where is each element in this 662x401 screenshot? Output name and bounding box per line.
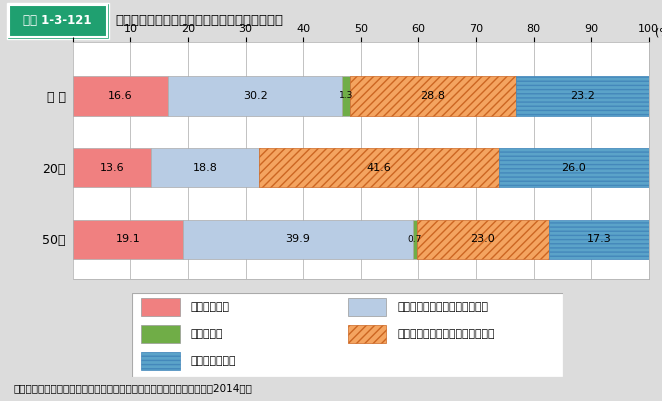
Bar: [416, 220, 549, 259]
Text: 23.0: 23.0: [471, 234, 495, 244]
Bar: [73, 76, 168, 115]
Text: どちらかといえば不安を感じる: どちらかといえば不安を感じる: [397, 302, 488, 312]
Bar: [499, 148, 649, 187]
Text: 住んでいる地域の将来に不安を感じる人の割合: 住んでいる地域の将来に不安を感じる人の割合: [116, 14, 284, 27]
Text: わからない: わからない: [191, 329, 223, 339]
Bar: [350, 76, 516, 115]
Text: 不安を感じる: 不安を感じる: [191, 302, 230, 312]
Text: 18.8: 18.8: [193, 162, 218, 172]
FancyBboxPatch shape: [7, 3, 109, 39]
Text: 図表 1-3-121: 図表 1-3-121: [23, 14, 92, 27]
Bar: [516, 76, 649, 115]
Text: 16.6: 16.6: [109, 91, 133, 101]
Text: 23.2: 23.2: [570, 91, 595, 101]
Text: 13.6: 13.6: [100, 162, 124, 172]
Text: どちらかといえば不安を感じない: どちらかといえば不安を感じない: [397, 329, 495, 339]
Text: 28.8: 28.8: [420, 91, 446, 101]
Text: 39.9: 39.9: [285, 234, 310, 244]
FancyBboxPatch shape: [132, 293, 563, 377]
FancyBboxPatch shape: [141, 352, 180, 370]
Text: (%): (%): [655, 27, 662, 37]
Text: 不安を感じない: 不安を感じない: [191, 356, 236, 366]
Bar: [549, 220, 649, 259]
FancyBboxPatch shape: [141, 325, 180, 343]
Text: 19.1: 19.1: [115, 234, 140, 244]
Text: 26.0: 26.0: [561, 162, 587, 172]
Bar: [260, 148, 499, 187]
Bar: [342, 76, 350, 115]
Bar: [168, 76, 342, 115]
Bar: [73, 220, 183, 259]
Text: 0.7: 0.7: [407, 235, 422, 244]
Bar: [412, 220, 416, 259]
Bar: [73, 148, 151, 187]
FancyBboxPatch shape: [348, 325, 387, 343]
Text: 30.2: 30.2: [243, 91, 267, 101]
Bar: [183, 220, 412, 259]
Text: 1.3: 1.3: [339, 91, 354, 100]
Text: 資料：内閣府「人口、経済社会等の日本の将来像に関する世論調査」（2014年）: 資料：内閣府「人口、経済社会等の日本の将来像に関する世論調査」（2014年）: [13, 383, 252, 393]
FancyBboxPatch shape: [141, 298, 180, 316]
FancyBboxPatch shape: [348, 298, 387, 316]
Text: 41.6: 41.6: [367, 162, 392, 172]
Text: 17.3: 17.3: [587, 234, 611, 244]
Bar: [151, 148, 260, 187]
